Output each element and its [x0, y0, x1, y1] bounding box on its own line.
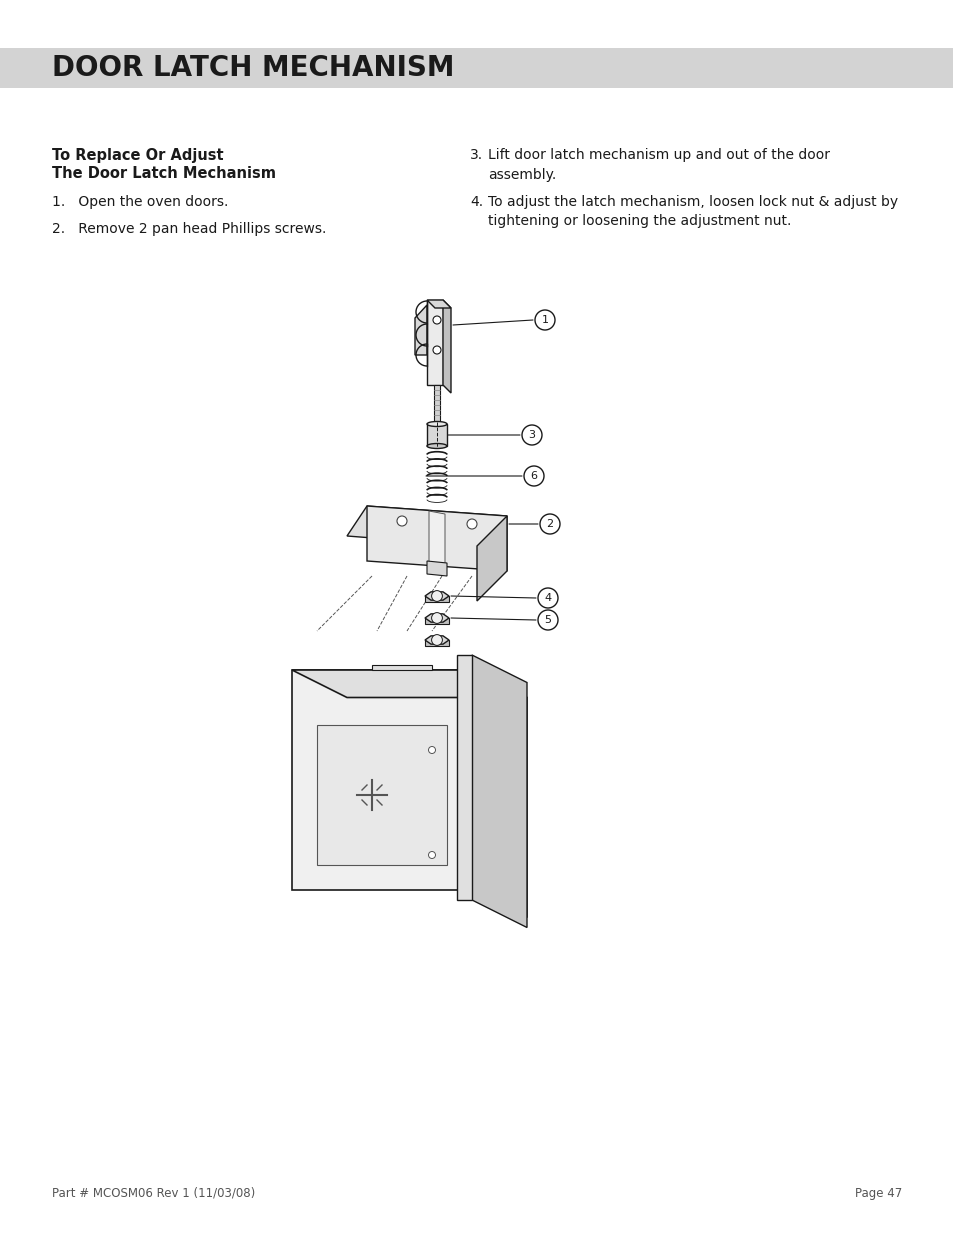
Ellipse shape [427, 421, 447, 426]
Text: 6: 6 [530, 471, 537, 480]
Text: Part # MCOSM06 Rev 1 (11/03/08): Part # MCOSM06 Rev 1 (11/03/08) [52, 1187, 255, 1199]
Polygon shape [367, 506, 506, 571]
Text: The Door Latch Mechanism: The Door Latch Mechanism [52, 165, 275, 182]
Text: 2.   Remove 2 pan head Phillips screws.: 2. Remove 2 pan head Phillips screws. [52, 222, 326, 236]
Circle shape [467, 519, 476, 529]
Text: Page 47: Page 47 [854, 1187, 901, 1199]
Polygon shape [456, 655, 472, 900]
Circle shape [431, 590, 442, 601]
Polygon shape [472, 671, 526, 918]
Polygon shape [316, 725, 447, 864]
Circle shape [428, 746, 435, 753]
Text: 4: 4 [544, 593, 551, 603]
Text: 4.: 4. [470, 195, 482, 209]
Circle shape [523, 466, 543, 487]
Polygon shape [424, 618, 449, 624]
Text: To Replace Or Adjust: To Replace Or Adjust [52, 148, 223, 163]
Polygon shape [427, 300, 451, 308]
Polygon shape [472, 655, 526, 927]
Bar [0, 48, 953, 88]
Polygon shape [424, 636, 449, 645]
Polygon shape [424, 597, 449, 601]
Circle shape [521, 425, 541, 445]
Text: 3.: 3. [470, 148, 482, 162]
Circle shape [433, 316, 440, 324]
Polygon shape [434, 385, 439, 424]
Circle shape [433, 346, 440, 354]
Polygon shape [292, 671, 472, 890]
Text: Lift door latch mechanism up and out of the door
assembly.: Lift door latch mechanism up and out of … [488, 148, 829, 182]
Polygon shape [424, 614, 449, 622]
Polygon shape [442, 300, 451, 393]
Circle shape [537, 588, 558, 608]
Polygon shape [427, 561, 447, 576]
Polygon shape [476, 516, 506, 601]
Text: 3: 3 [528, 430, 535, 440]
Polygon shape [292, 671, 526, 698]
Circle shape [428, 851, 435, 858]
Polygon shape [347, 506, 506, 546]
Circle shape [535, 310, 555, 330]
Circle shape [431, 635, 442, 646]
Ellipse shape [427, 443, 447, 448]
Text: DOOR LATCH MECHANISM: DOOR LATCH MECHANISM [52, 54, 454, 82]
Polygon shape [427, 300, 442, 385]
Circle shape [431, 613, 442, 624]
Text: 1: 1 [541, 315, 548, 325]
Text: 2: 2 [546, 519, 553, 529]
Polygon shape [427, 424, 447, 446]
Circle shape [396, 516, 407, 526]
Text: 1.   Open the oven doors.: 1. Open the oven doors. [52, 195, 228, 209]
Text: 5: 5 [544, 615, 551, 625]
Text: To adjust the latch mechanism, loosen lock nut & adjust by
tightening or looseni: To adjust the latch mechanism, loosen lo… [488, 195, 897, 228]
Polygon shape [415, 305, 427, 354]
Polygon shape [424, 640, 449, 646]
Polygon shape [372, 664, 432, 671]
Polygon shape [429, 511, 444, 566]
Circle shape [539, 514, 559, 534]
Circle shape [537, 610, 558, 630]
Polygon shape [424, 592, 449, 600]
